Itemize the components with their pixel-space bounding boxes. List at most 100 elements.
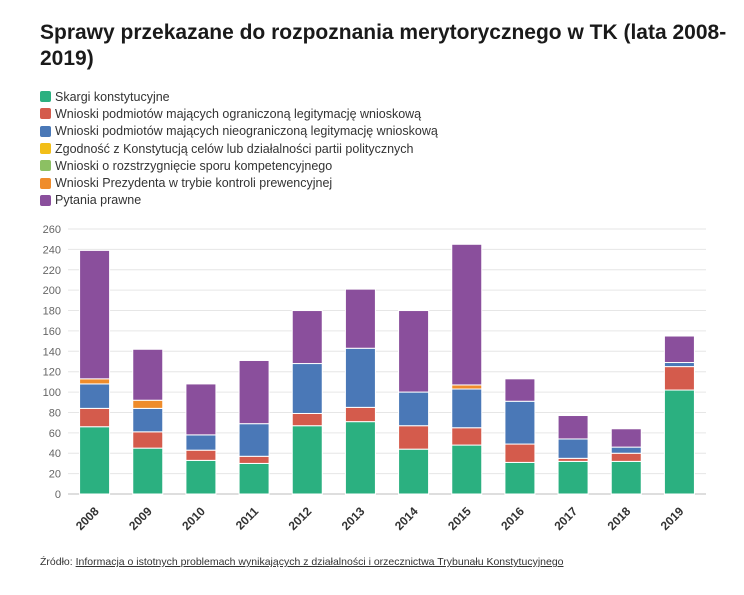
- x-tick-label: 2008: [73, 504, 102, 533]
- bar-segment: [79, 426, 111, 495]
- bar-segment: [610, 446, 642, 454]
- x-tick-label: 2011: [233, 504, 262, 533]
- bar-segment: [557, 415, 589, 440]
- bar-segment: [398, 425, 430, 450]
- y-tick-label: 40: [49, 448, 61, 460]
- legend-swatch: [40, 194, 51, 206]
- legend-swatch: [40, 125, 51, 137]
- bar-segment: [185, 459, 217, 495]
- y-tick-label: 0: [55, 489, 61, 501]
- bar-segment: [398, 310, 430, 393]
- bar-segment: [504, 461, 536, 495]
- x-tick-label: 2016: [498, 504, 527, 533]
- bar-segment: [132, 447, 164, 495]
- bar-segment: [557, 460, 589, 495]
- bar-segment: [504, 378, 536, 402]
- bar-segment: [557, 438, 589, 459]
- x-tick-label: 2013: [339, 504, 368, 533]
- bar-segment: [451, 427, 483, 446]
- bar-segment: [291, 412, 323, 427]
- legend-swatch: [40, 177, 51, 189]
- x-tick-label: 2012: [286, 504, 315, 533]
- bar-segment: [344, 347, 376, 408]
- bar-segment: [451, 243, 483, 386]
- legend-swatch: [40, 143, 51, 155]
- bar-segment: [79, 407, 111, 428]
- legend-label: Wnioski Prezydenta w trybie kontroli pre…: [55, 176, 333, 191]
- legend-swatch: [40, 91, 51, 103]
- legend-item[interactable]: Wnioski Prezydenta w trybie kontroli pre…: [40, 174, 438, 191]
- bar-segment: [132, 407, 164, 433]
- source-prefix: Źródło:: [40, 556, 76, 568]
- y-tick-label: 200: [43, 285, 61, 297]
- bar-segment: [238, 462, 270, 495]
- bar-segment: [663, 335, 695, 364]
- y-tick-label: 100: [43, 387, 61, 399]
- bar-segment: [663, 389, 695, 495]
- y-tick-label: 140: [43, 346, 61, 358]
- y-tick-label: 60: [49, 428, 61, 440]
- bar-segment: [79, 249, 111, 380]
- source-note: Źródło: Informacja o istotnych problemac…: [40, 556, 564, 568]
- bar-segment: [451, 444, 483, 495]
- y-tick-label: 20: [49, 469, 61, 481]
- bar-segment: [185, 383, 217, 436]
- bar-segment: [451, 384, 483, 390]
- bar-segment: [291, 310, 323, 365]
- bar-segment: [344, 288, 376, 349]
- legend-item[interactable]: Wnioski podmiotów mających ograniczoną l…: [40, 105, 438, 122]
- bar-segment: [132, 399, 164, 409]
- legend-label: Pytania prawne: [55, 193, 142, 208]
- x-tick-label: 2009: [126, 504, 155, 533]
- bar-segment: [610, 460, 642, 495]
- legend-label: Zgodność z Konstytucją celów lub działal…: [55, 141, 414, 156]
- y-tick-label: 80: [49, 407, 61, 419]
- bar-segment: [610, 428, 642, 448]
- legend-item[interactable]: Zgodność z Konstytucją celów lub działal…: [40, 140, 438, 157]
- bar-segment: [291, 363, 323, 414]
- y-tick-label: 120: [43, 367, 61, 379]
- bar-segment: [132, 431, 164, 449]
- x-tick-label: 2017: [551, 504, 580, 533]
- legend-item[interactable]: Wnioski o rozstrzygnięcie sporu kompeten…: [40, 157, 438, 174]
- y-tick-label: 160: [43, 326, 61, 338]
- bar-segment: [610, 452, 642, 462]
- bar-segment: [344, 421, 376, 495]
- bar-segment: [663, 362, 695, 368]
- bar-segment: [398, 391, 430, 427]
- x-tick-label: 2019: [658, 504, 687, 533]
- x-tick-label: 2015: [445, 504, 474, 533]
- chart-title: Sprawy przekazane do rozpoznania merytor…: [40, 21, 727, 70]
- legend-label: Wnioski podmiotów mających ograniczoną l…: [55, 106, 422, 121]
- bar-segment: [79, 383, 111, 409]
- chart-plot: 0 20 40 60 80 100 120 140 160 180 200 220 240 260 2008…: [43, 224, 706, 533]
- legend-label: Wnioski podmiotów mających nieograniczon…: [55, 124, 438, 139]
- bar-segment: [504, 443, 536, 463]
- bar-segment: [185, 449, 217, 461]
- bar-segment: [238, 423, 270, 457]
- bar-segment: [185, 434, 217, 451]
- legend-item[interactable]: Skargi konstytucyjne: [40, 88, 438, 105]
- bar-segment: [663, 366, 695, 391]
- legend-swatch: [40, 160, 51, 172]
- legend-label: Wnioski o rozstrzygnięcie sporu kompeten…: [55, 158, 333, 173]
- y-tick-label: 260: [43, 224, 61, 236]
- legend-item[interactable]: Wnioski podmiotów mających nieograniczon…: [40, 123, 438, 140]
- bar-segment: [238, 359, 270, 425]
- bar-segment: [398, 448, 430, 495]
- y-tick-label: 180: [43, 306, 61, 318]
- bar-segment: [238, 455, 270, 464]
- legend-item[interactable]: Pytania prawne: [40, 192, 438, 209]
- bar-segment: [451, 388, 483, 429]
- legend-swatch: [40, 108, 51, 120]
- bar-segment: [344, 406, 376, 423]
- x-tick-label: 2014: [392, 504, 421, 533]
- x-tick-label: 2018: [605, 504, 634, 533]
- source-link[interactable]: Informacja o istotnych problemach wynika…: [75, 556, 564, 568]
- bar-segment: [79, 378, 111, 385]
- x-tick-label: 2010: [179, 504, 208, 533]
- legend-label: Skargi konstytucyjne: [55, 89, 170, 104]
- bar-segment: [504, 400, 536, 445]
- y-tick-label: 240: [43, 244, 61, 256]
- legend: Skargi konstytucyjne Wnioski podmiotów ma…: [40, 88, 438, 209]
